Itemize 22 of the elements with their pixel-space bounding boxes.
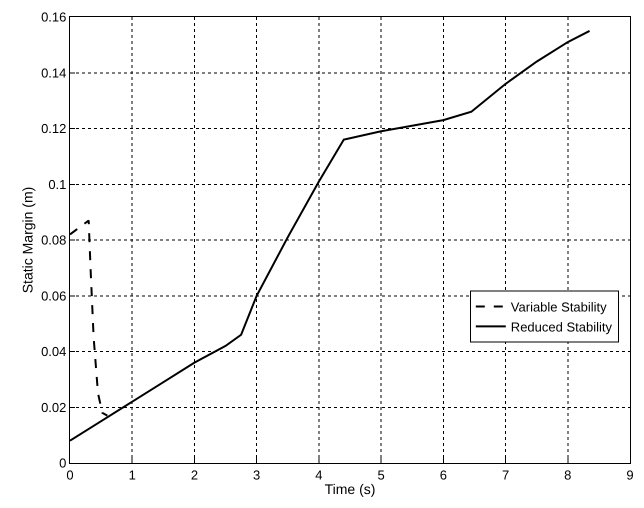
x-tick-label: 2 <box>190 468 198 483</box>
y-tick-label: 0 <box>59 456 66 471</box>
y-tick-label: 0.14 <box>41 65 66 80</box>
y-tick-label: 0.12 <box>41 121 66 136</box>
y-tick-label: 0.02 <box>41 400 66 415</box>
x-tick-label: 3 <box>253 468 260 483</box>
x-tick-label: 1 <box>128 468 136 483</box>
x-tick-label: 6 <box>440 468 447 483</box>
y-tick-label: 0.16 <box>41 10 66 25</box>
x-tick-label: 7 <box>502 468 510 483</box>
y-tick-label: 0.06 <box>41 288 66 304</box>
y-tick-label: 0.04 <box>41 344 66 360</box>
x-tick-label: 9 <box>626 468 634 483</box>
y-axis-title: Static Margin (m) <box>20 186 36 294</box>
y-tick-label: 0.08 <box>41 232 66 248</box>
x-tick-label: 5 <box>377 468 385 483</box>
x-tick-label: 4 <box>315 468 323 483</box>
legend-label: Reduced Stability <box>510 320 612 334</box>
x-tick-label: 8 <box>564 468 572 483</box>
legend-label: Variable Stability <box>510 300 608 315</box>
x-axis-title: Time (s) <box>324 480 376 497</box>
y-tick-label: 0.1 <box>48 176 66 192</box>
